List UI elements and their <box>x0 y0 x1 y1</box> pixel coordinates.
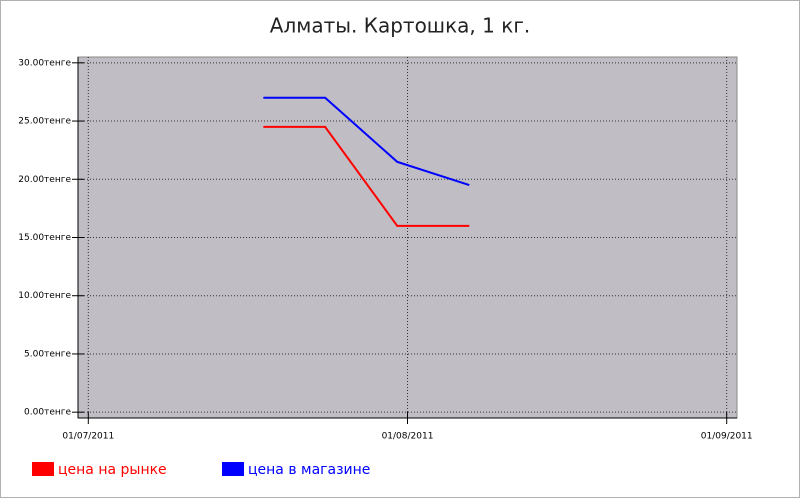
y-tick-label: 15.00тенге <box>18 233 71 243</box>
legend-label: цена в магазине <box>248 462 370 478</box>
x-tick-label: 01/09/2011 <box>701 432 753 442</box>
x-tick-label: 01/07/2011 <box>62 432 114 442</box>
y-tick-label: 5.00тенге <box>24 349 71 359</box>
line <box>263 96 470 187</box>
line <box>263 125 470 227</box>
legend-swatch <box>222 462 244 476</box>
y-tick-label: 10.00тенге <box>18 291 71 301</box>
legend-swatch <box>32 462 54 476</box>
legend-label: цена на рынке <box>58 462 167 478</box>
x-tick-label: 01/08/2011 <box>382 432 434 442</box>
chart-title: Алматы. Картошка, 1 кг. <box>270 14 530 38</box>
y-tick-label: 20.00тенге <box>18 175 71 185</box>
y-tick-label: 0.00тенге <box>24 408 71 418</box>
y-tick-label: 25.00тенге <box>18 117 71 127</box>
y-tick-label: 30.00тенге <box>18 58 71 68</box>
